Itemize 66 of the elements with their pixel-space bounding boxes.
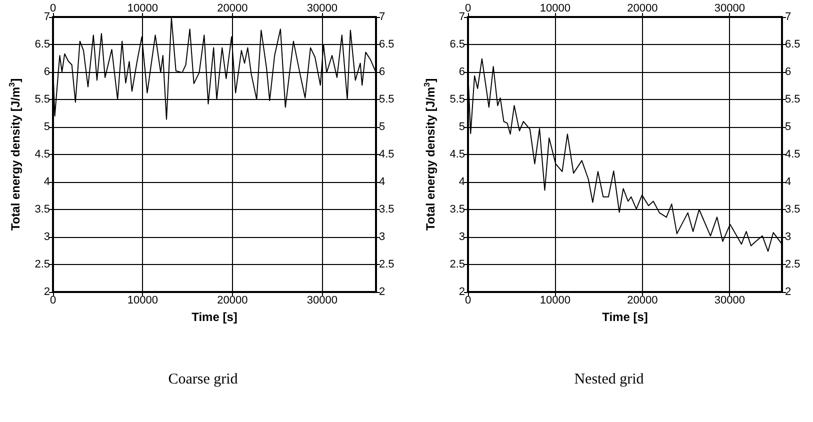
y-tick-label: 5.5 (450, 94, 465, 106)
y2-tick-label: 3.5 (379, 204, 394, 216)
y-tick-label: 2.5 (450, 258, 465, 270)
y2-tick-label: 6.5 (785, 38, 800, 50)
text: Coarse grid (168, 372, 238, 388)
y2-tick-label: 2 (379, 286, 386, 298)
x2-tick-label: 30000 (306, 2, 338, 14)
y-tick-label: 6 (458, 66, 465, 78)
y-tick-label: 4 (44, 176, 50, 188)
x-tick-label: 10000 (540, 294, 571, 306)
y2-tick-label: 4.5 (785, 148, 800, 160)
y-tick-label: 3.5 (450, 204, 465, 216)
x2-tick-label: 30000 (714, 2, 745, 14)
y2-tick-label: 6 (785, 66, 792, 78)
y-tick-label: 7 (44, 11, 50, 23)
y2-tick-label: 2.5 (379, 258, 394, 270)
y-tick-label: 3 (44, 231, 50, 243)
y2-tick-label: 7 (379, 11, 386, 23)
x2-tick-label: 20000 (627, 2, 658, 14)
y-tick-label: 5 (44, 121, 50, 133)
y2-tick-label: 5.5 (379, 94, 394, 106)
y2-tick-label: 4 (379, 176, 386, 188)
x2-tick-label: 10000 (127, 2, 158, 14)
y-tick-label: 6.5 (450, 38, 465, 50)
x-tick-label: 0 (464, 294, 472, 306)
y-tick-label: 7 (458, 11, 465, 23)
y-tick-label: 2.5 (34, 258, 50, 270)
x-tick-label: 30000 (714, 294, 745, 306)
x-axis-title: Time [s] (192, 310, 238, 324)
y-tick-label: 3 (458, 231, 465, 243)
y2-tick-label: 2.5 (785, 258, 800, 270)
y2-tick-label: 6.5 (379, 38, 394, 50)
x-tick-label: 20000 (627, 294, 658, 306)
y-tick-label: 5 (458, 121, 465, 133)
y-tick-label: 4.5 (34, 148, 50, 160)
y2-tick-label: 5.5 (785, 94, 800, 106)
y2-tick-label: 4 (785, 176, 792, 188)
x-tick-label: 30000 (306, 294, 338, 306)
y-tick-label: 6.5 (34, 38, 50, 50)
x2-tick-label: 20000 (217, 2, 248, 14)
x-axis-title: Time [s] (602, 310, 648, 324)
x-tick-label: 0 (50, 294, 56, 306)
y2-tick-label: 2 (785, 286, 792, 298)
y-axis-title: Total energy density [J/m3] (422, 78, 438, 231)
y2-tick-label: 5 (379, 121, 386, 133)
x2-tick-label: 0 (464, 2, 472, 14)
x-tick-label: 20000 (217, 294, 248, 306)
y2-tick-label: 5 (785, 121, 792, 133)
y-tick-label: 4 (458, 176, 465, 188)
x-tick-label: 10000 (127, 294, 158, 306)
y-tick-label: 5.5 (34, 94, 50, 106)
y2-tick-label: 4.5 (379, 148, 394, 160)
y2-tick-label: 3 (785, 231, 792, 243)
y-axis-title: Total energy density [J/m3] (8, 78, 22, 231)
y-tick-label: 6 (44, 66, 50, 78)
y2-tick-label: 3 (379, 231, 386, 243)
y-tick-label: 3.5 (34, 204, 50, 216)
y-tick-label: 2 (44, 286, 50, 298)
x2-tick-label: 0 (50, 2, 56, 14)
text: Nested grid (574, 372, 644, 388)
y-tick-label: 2 (458, 286, 465, 298)
y-tick-label: 4.5 (450, 148, 465, 160)
y2-tick-label: 6 (379, 66, 386, 78)
x2-tick-label: 10000 (540, 2, 571, 14)
y2-tick-label: 3.5 (785, 204, 800, 216)
y2-tick-label: 7 (785, 11, 792, 23)
